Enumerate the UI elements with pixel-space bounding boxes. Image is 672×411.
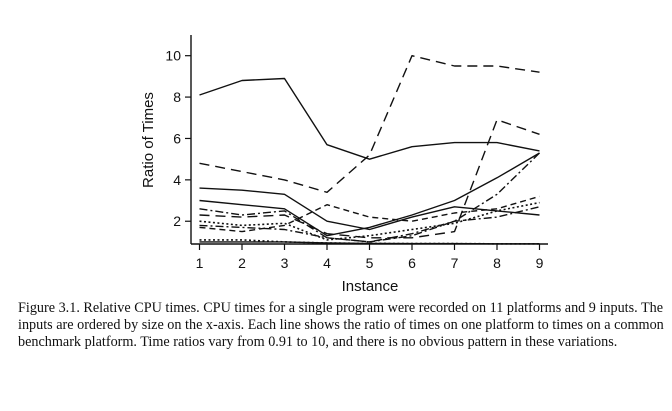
series-line-8 bbox=[199, 201, 540, 241]
figure-caption: Figure 3.1. Relative CPU times. CPU time… bbox=[18, 300, 664, 350]
y-tick-label: 4 bbox=[173, 172, 181, 188]
x-tick-label: 1 bbox=[196, 255, 204, 271]
x-tick-label: 6 bbox=[408, 255, 416, 271]
x-tick-label: 3 bbox=[281, 255, 289, 271]
series-line-3 bbox=[199, 187, 540, 231]
y-tick-label: 6 bbox=[173, 130, 181, 146]
series-lines bbox=[199, 55, 540, 245]
x-axis-ticks: 1 2 3 4 5 6 7 8 9 bbox=[196, 244, 544, 271]
y-tick-label: 2 bbox=[173, 213, 181, 229]
series-line-6 bbox=[199, 119, 540, 239]
y-tick-label: 10 bbox=[165, 48, 181, 64]
series-line-7 bbox=[199, 195, 540, 233]
y-tick-label: 8 bbox=[173, 89, 181, 105]
x-tick-label: 5 bbox=[366, 255, 374, 271]
x-tick-label: 4 bbox=[323, 255, 331, 271]
y-axis-ticks: 2 4 6 8 10 bbox=[165, 48, 191, 229]
x-axis-label: Instance bbox=[342, 278, 399, 295]
y-axis-label: Ratio of Times bbox=[140, 92, 157, 188]
series-line-1 bbox=[199, 77, 540, 160]
series-line-9 bbox=[199, 206, 540, 243]
series-line-2 bbox=[199, 55, 540, 194]
x-tick-label: 8 bbox=[493, 255, 501, 271]
x-tick-label: 2 bbox=[238, 255, 246, 271]
series-line-4 bbox=[199, 152, 540, 237]
series-line-5 bbox=[199, 152, 540, 243]
x-tick-label: 9 bbox=[536, 255, 544, 271]
x-tick-label: 7 bbox=[451, 255, 459, 271]
